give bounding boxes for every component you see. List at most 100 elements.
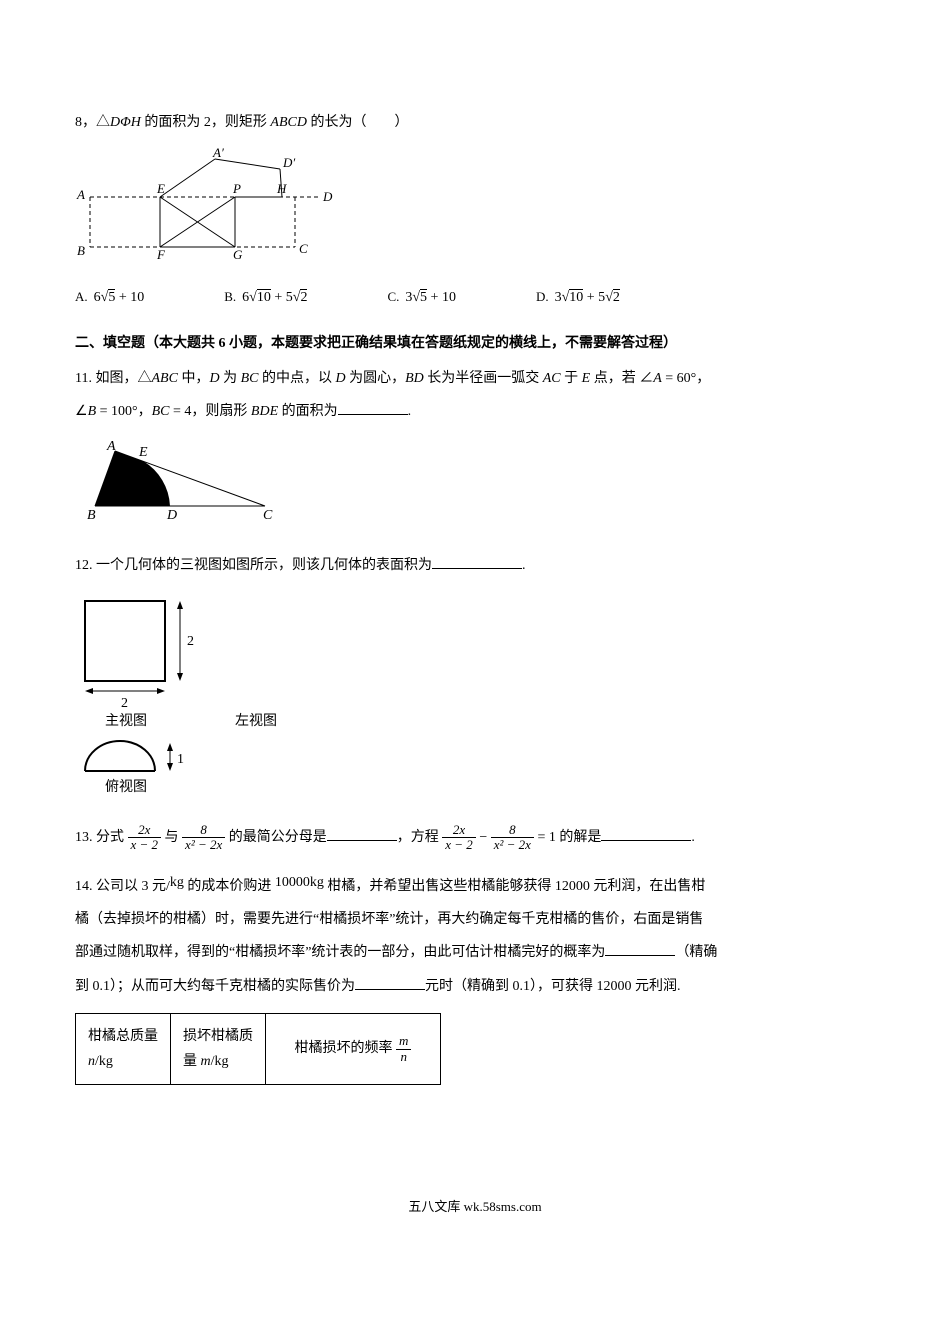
q14-c1b-var: n <box>88 1054 95 1069</box>
q11-period: . <box>408 404 412 419</box>
q14-p1c: 柑橘，并希望出售这些柑橘能够获得 12000 元利润，在出售柑 <box>324 879 706 894</box>
q11-A: A <box>653 371 662 386</box>
q14-amount: 10000kg <box>275 875 324 890</box>
q14-p4b: 元时（精确到 0.1），可获得 12000 元利润. <box>425 979 681 994</box>
q13-ef2-den: x² − 2x <box>491 838 534 852</box>
q12-figure: 2 2 主视图 左视图 1 俯视图 <box>75 591 875 801</box>
q12-label-zuo: 左视图 <box>235 713 277 729</box>
q11-E: E <box>582 371 591 386</box>
q13-eq-f1: 2xx − 2 <box>442 823 476 853</box>
q14-c3-num: m <box>396 1034 411 1049</box>
q11-l2-t2: = 4，则扇形 <box>170 404 251 419</box>
q14-p1a: 14. 公司以 3 元/ <box>75 879 170 894</box>
q14-p3: 部通过随机取样，得到的“柑橘损坏率”统计表的一部分，由此可估计柑橘完好的概率为 （… <box>75 940 875 965</box>
q13-f1-num: 2x <box>128 823 162 838</box>
q12-dim-h: 2 <box>187 634 194 649</box>
q11-figure: A E B D C <box>75 436 875 535</box>
table-cell-3: 柑橘损坏的频率 mn <box>266 1013 441 1084</box>
q11-l2-prefix: ∠ <box>75 404 88 419</box>
q8-text-1: 8，△ <box>75 115 110 130</box>
svg-text:A′: A′ <box>212 147 224 160</box>
q11-BDE: BDE <box>251 404 278 419</box>
q14-p4a: 到 0.1）；从而可大约每千克柑橘的实际售价为 <box>75 979 355 994</box>
q11-line1: 11. 如图，△ABC 中，D 为 BC 的中点，以 D 为圆心，BD 长为半径… <box>75 366 875 391</box>
section2-title: 二、填空题（本大题共 6 小题，本题要求把正确结果填在答题纸规定的横线上，不需要… <box>75 331 875 356</box>
q11-line2: ∠B = 100°，BC = 4，则扇形 BDE 的面积为. <box>75 399 875 424</box>
opt-d-label: D. <box>536 285 549 308</box>
q14-p3b: （精确 <box>675 945 717 960</box>
q13-ef1-den: x − 2 <box>442 838 476 852</box>
svg-text:F: F <box>156 247 166 262</box>
q8-rect: ABCD <box>270 115 307 130</box>
q13-mid1: 与 <box>165 830 183 845</box>
q11-t7: 点，若 ∠ <box>590 371 653 386</box>
svg-text:B: B <box>87 508 96 523</box>
q13-comma: ，方程 <box>397 830 443 845</box>
q11-B: B <box>88 404 97 419</box>
q13-eqrhs: = 1 <box>537 830 555 845</box>
q11-t3: 的中点，以 <box>258 371 335 386</box>
svg-text:H: H <box>276 181 287 196</box>
q11-t8: = 60°， <box>662 371 711 386</box>
q12-dim-w: 2 <box>121 696 128 711</box>
q8-option-a: A. 6√5 + 10 <box>75 285 144 310</box>
q14-c2-var: m <box>201 1054 211 1069</box>
q13-minus: − <box>479 830 490 845</box>
q14-c3-frac: mn <box>396 1034 411 1064</box>
opt-a-label: A. <box>75 285 88 308</box>
q14-p2: 橘（去掉损坏的柑橘）时，需要先进行“柑橘损坏率”统计，再大约确定每千克柑橘的售价… <box>75 907 875 932</box>
q12-svg: 2 2 主视图 左视图 1 俯视图 <box>75 591 315 801</box>
svg-text:A: A <box>106 439 116 454</box>
q11-D: D <box>209 371 219 386</box>
q11-tri: ABC <box>151 371 177 386</box>
q13-line: 13. 分式 2xx − 2 与 8x² − 2x 的最简公分母是，方程 2xx… <box>75 823 875 853</box>
svg-text:D′: D′ <box>282 155 295 170</box>
q13-prefix: 13. 分式 <box>75 830 128 845</box>
q13-ef1-num: 2x <box>442 823 476 838</box>
q14-blank1 <box>605 942 675 956</box>
q14-kg: kg <box>170 875 184 890</box>
q11-t5: 长为半径画一弧交 <box>424 371 543 386</box>
q8-option-b: B.6√10 + 5√2 <box>224 285 307 310</box>
q8-svg: A′ D′ A E P H D B F G C <box>75 147 345 262</box>
svg-text:A: A <box>76 187 85 202</box>
q14-p4: 到 0.1）；从而可大约每千克柑橘的实际售价为 元时（精确到 0.1），可获得 1… <box>75 974 875 999</box>
q14-c1a: 柑橘总质量 <box>88 1029 158 1044</box>
q14-c1b-unit: /kg <box>95 1054 113 1069</box>
q13-f2-num: 8 <box>182 823 225 838</box>
q11-BC: BC <box>241 371 259 386</box>
q11-t4: 为圆心， <box>346 371 406 386</box>
q11-D2: D <box>335 371 345 386</box>
opt-b-label: B. <box>224 285 236 308</box>
q13-frac2: 8x² − 2x <box>182 823 225 853</box>
q11-t2: 为 <box>220 371 241 386</box>
q13-f2-den: x² − 2x <box>182 838 225 852</box>
svg-text:D: D <box>322 189 333 204</box>
q13-frac1: 2xx − 2 <box>128 823 162 853</box>
q14-c2a: 损坏柑橘质 <box>183 1029 253 1044</box>
table-row: 柑橘总质量 n/kg 损坏柑橘质 量 m/kg 柑橘损坏的频率 mn <box>76 1013 441 1084</box>
table-cell-1: 柑橘总质量 n/kg <box>76 1013 171 1084</box>
table-cell-2: 损坏柑橘质 量 m/kg <box>171 1013 266 1084</box>
q11-blank <box>338 401 408 415</box>
q12-blank <box>432 555 522 569</box>
q11-prefix: 11. 如图，△ <box>75 371 151 386</box>
svg-text:E: E <box>156 181 165 196</box>
opt-a-expr: 6√5 + 10 <box>94 285 145 310</box>
q8-option-c: C.3√5 + 10 <box>387 285 456 310</box>
q14-p3a: 部通过随机取样，得到的“柑橘损坏率”统计表的一部分，由此可估计柑橘完好的概率为 <box>75 945 605 960</box>
q14-c2b: 量 <box>183 1054 197 1069</box>
svg-text:C: C <box>263 508 273 523</box>
q11-l2-t1: = 100°， <box>96 404 152 419</box>
opt-d-expr: 3√10 + 5√2 <box>555 285 620 310</box>
q14-p1b: 的成本价购进 <box>184 879 275 894</box>
q11-l2-t3: 的面积为 <box>278 404 338 419</box>
q13-mid3: 的解是 <box>559 830 601 845</box>
q14-p1: 14. 公司以 3 元/kg 的成本价购进 10000kg 柑橘，并希望出售这些… <box>75 874 875 899</box>
q14-c3a: 柑橘损坏的频率 <box>295 1041 397 1056</box>
q8-text-3: 的长为（ ） <box>307 115 409 130</box>
q8-option-d: D. 3√10 + 5√2 <box>536 285 620 310</box>
opt-c-label: C. <box>387 285 399 308</box>
svg-text:P: P <box>232 181 241 196</box>
q8-options: A. 6√5 + 10 B.6√10 + 5√2 C.3√5 + 10 D. 3√1… <box>75 285 875 310</box>
